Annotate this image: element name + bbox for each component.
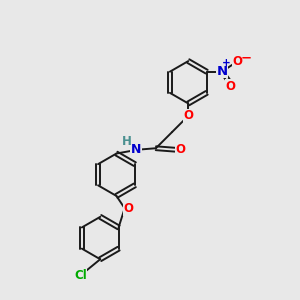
Text: O: O [225, 80, 235, 93]
Text: O: O [233, 56, 243, 68]
Text: N: N [131, 142, 141, 156]
Text: O: O [183, 109, 193, 122]
Text: Cl: Cl [74, 269, 87, 282]
Text: N: N [216, 64, 227, 78]
Text: O: O [123, 202, 133, 215]
Text: H: H [122, 135, 131, 148]
Text: −: − [241, 52, 252, 64]
Text: +: + [222, 58, 231, 68]
Text: O: O [175, 143, 185, 156]
